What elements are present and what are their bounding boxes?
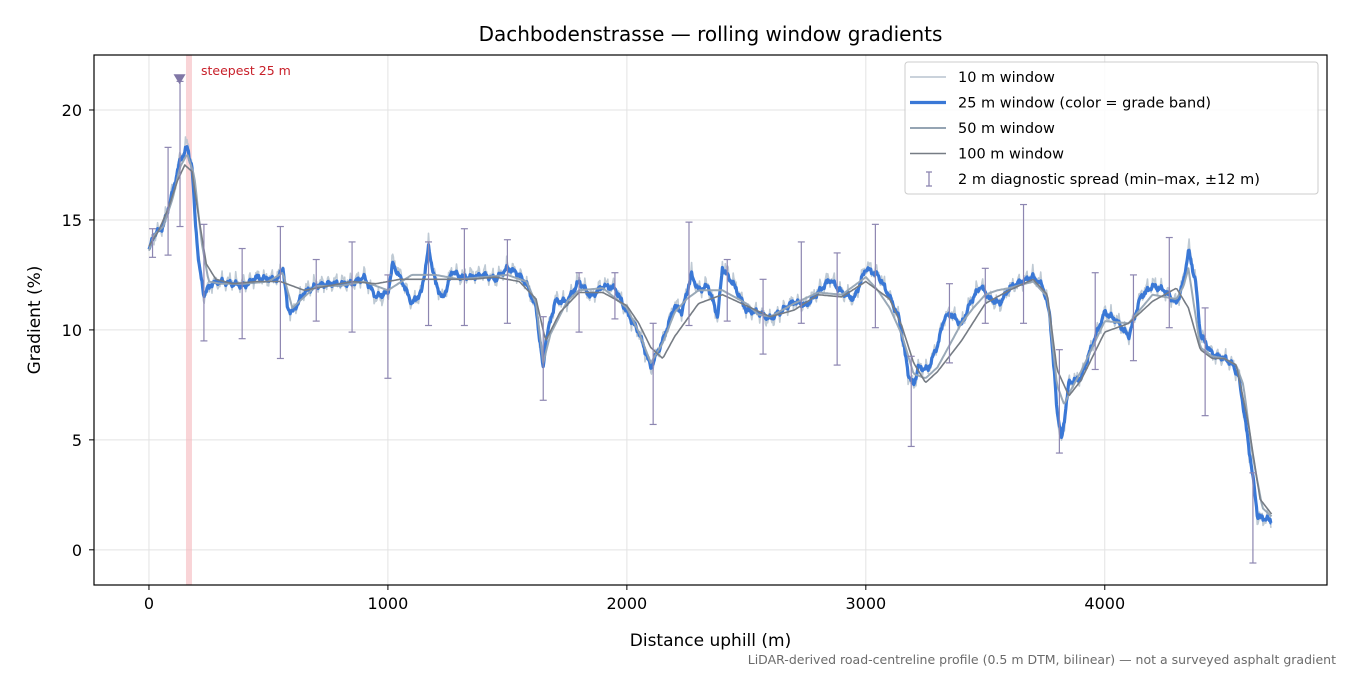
x-tick-label: 4000 bbox=[1084, 594, 1125, 613]
legend-item: 50 m window bbox=[910, 121, 1055, 137]
errorbar bbox=[312, 258, 320, 322]
legend-label: 50 m window bbox=[958, 121, 1055, 137]
x-tick-label: 1000 bbox=[368, 594, 409, 613]
errorbar bbox=[1129, 274, 1137, 362]
x-tick-label: 2000 bbox=[607, 594, 648, 613]
legend-label: 10 m window bbox=[958, 70, 1055, 86]
errorbar bbox=[503, 239, 511, 324]
series-line-w100 bbox=[148, 164, 1273, 515]
legend-label: 25 m window (color = grade band) bbox=[958, 96, 1211, 112]
errorbar bbox=[238, 247, 246, 340]
errorbar bbox=[575, 272, 583, 333]
legend-item: 2 m diagnostic spread (min–max, ±12 m) bbox=[926, 171, 1260, 188]
errorbar bbox=[164, 146, 172, 256]
errorbar bbox=[797, 241, 805, 324]
series-group bbox=[147, 136, 1273, 529]
errorbar bbox=[1055, 349, 1063, 454]
x-tick-label: 3000 bbox=[845, 594, 886, 613]
y-tick-label: 5 bbox=[72, 431, 82, 450]
series-line-w50 bbox=[148, 154, 1273, 518]
errorbar bbox=[685, 221, 693, 327]
plot-frame bbox=[93, 54, 1328, 586]
errorbar bbox=[1165, 236, 1173, 329]
errorbar bbox=[384, 274, 392, 379]
errorbar bbox=[907, 355, 915, 448]
legend-item: 100 m window bbox=[910, 147, 1064, 163]
errorbar bbox=[276, 225, 284, 360]
errorbar bbox=[425, 241, 433, 327]
x-tick-label: 0 bbox=[144, 594, 154, 613]
errorbar bbox=[1201, 307, 1209, 417]
series-line-w25 bbox=[147, 145, 1273, 525]
legend-item: 25 m window (color = grade band) bbox=[910, 96, 1211, 112]
legend-label: 100 m window bbox=[958, 147, 1064, 163]
y-tick-label: 0 bbox=[72, 541, 82, 560]
errorbar bbox=[1249, 472, 1257, 564]
errorbar bbox=[149, 228, 157, 258]
errorbar bbox=[1091, 272, 1099, 371]
errorbar bbox=[348, 241, 356, 333]
y-axis-label: Gradient (%) bbox=[25, 266, 45, 375]
steepest-band bbox=[185, 55, 192, 585]
errorbar bbox=[1020, 203, 1028, 324]
errorbar bbox=[539, 316, 547, 401]
legend-item: 10 m window bbox=[910, 70, 1055, 86]
steepest-marker bbox=[173, 74, 186, 85]
footnote: LiDAR-derived road-centreline profile (0… bbox=[747, 652, 1336, 667]
legend-box bbox=[904, 61, 1319, 195]
errorbar bbox=[981, 267, 989, 324]
errorbar bbox=[723, 258, 731, 322]
errorbar bbox=[611, 272, 619, 320]
errorbar bbox=[871, 223, 879, 329]
legend-label: 2 m diagnostic spread (min–max, ±12 m) bbox=[958, 172, 1260, 188]
errorbars bbox=[149, 80, 1257, 564]
steepest-label: steepest 25 m bbox=[201, 63, 291, 78]
errorbar bbox=[759, 278, 767, 355]
chart-title: Dachbodenstrasse — rolling window gradie… bbox=[479, 22, 943, 46]
x-axis-label: Distance uphill (m) bbox=[630, 631, 791, 651]
series-line-w10 bbox=[148, 136, 1272, 529]
y-tick-label: 20 bbox=[62, 101, 82, 120]
errorbar bbox=[200, 223, 208, 342]
legend: 10 m window 25 m window (color = grade ba… bbox=[904, 61, 1319, 195]
errorbar bbox=[833, 252, 841, 366]
errorbar bbox=[649, 322, 657, 426]
errorbar bbox=[460, 228, 468, 327]
errorbar bbox=[945, 283, 953, 364]
y-tick-label: 10 bbox=[62, 321, 82, 340]
y-tick-label: 15 bbox=[62, 211, 82, 230]
